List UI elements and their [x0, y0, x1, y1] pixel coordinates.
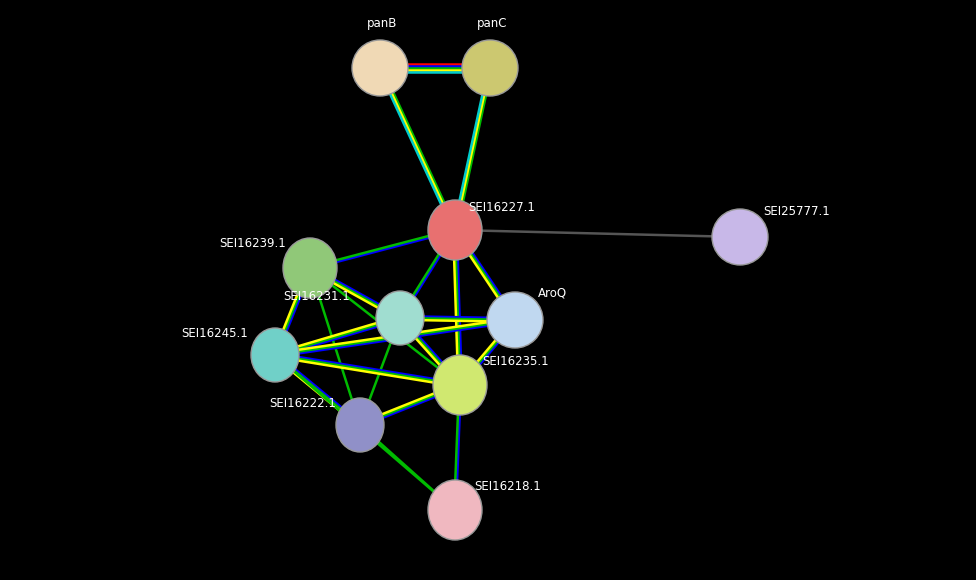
Ellipse shape: [433, 355, 487, 415]
Ellipse shape: [712, 209, 768, 265]
Text: SEI16218.1: SEI16218.1: [474, 480, 541, 493]
Text: SEI16227.1: SEI16227.1: [468, 201, 535, 214]
Text: panB: panB: [367, 17, 397, 30]
Ellipse shape: [428, 200, 482, 260]
Ellipse shape: [376, 291, 424, 345]
Ellipse shape: [352, 40, 408, 96]
Text: SEI16231.1: SEI16231.1: [283, 290, 350, 303]
Text: SEI16222.1: SEI16222.1: [269, 397, 336, 410]
Ellipse shape: [487, 292, 543, 348]
Ellipse shape: [283, 238, 337, 298]
Text: panC: panC: [476, 17, 508, 30]
Ellipse shape: [462, 40, 518, 96]
Ellipse shape: [336, 398, 384, 452]
Text: SEI16239.1: SEI16239.1: [220, 237, 286, 250]
Ellipse shape: [428, 480, 482, 540]
Text: SEI16235.1: SEI16235.1: [482, 355, 549, 368]
Text: AroQ: AroQ: [538, 287, 567, 300]
Text: SEI16245.1: SEI16245.1: [182, 327, 248, 340]
Text: SEI25777.1: SEI25777.1: [763, 205, 830, 218]
Ellipse shape: [251, 328, 299, 382]
